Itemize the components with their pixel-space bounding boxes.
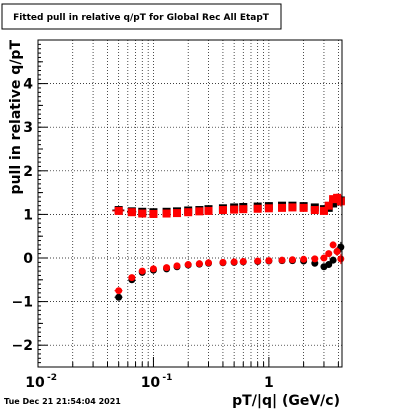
y-tick-label: 4 [23, 77, 33, 93]
data-point [278, 203, 287, 212]
data-point [138, 209, 147, 218]
data-point [173, 262, 181, 270]
title-box: Fitted pull in relative q/pT for Global … [1, 3, 282, 30]
series-red-square [112, 193, 345, 218]
plot-frame [37, 39, 343, 368]
data-point [254, 257, 262, 265]
data-point [299, 203, 308, 212]
data-point [325, 250, 333, 258]
data-point [205, 259, 213, 267]
data-point [320, 254, 328, 262]
data-point [324, 201, 333, 210]
data-point [311, 255, 319, 263]
data-point [265, 257, 273, 265]
data-point [149, 209, 158, 218]
data-point [336, 197, 345, 206]
series-red-circle [114, 241, 345, 295]
data-point [329, 256, 337, 264]
data-point [329, 241, 337, 249]
data-point [300, 255, 308, 263]
data-point [310, 206, 319, 215]
data-point [184, 261, 192, 269]
chart-title: Fitted pull in relative q/pT for Global … [13, 13, 270, 23]
grid-lines [37, 39, 342, 367]
y-tick-label: 0 [23, 251, 33, 267]
data-point [115, 293, 123, 301]
data-point [264, 204, 273, 213]
x-axis-label: pT/|q| (GeV/c) [232, 393, 340, 409]
data-point [163, 264, 171, 272]
x-tick-exponent: -2 [47, 373, 57, 383]
y-tick-label: 1 [23, 207, 33, 223]
data-point [184, 208, 193, 217]
y-tick-label: −2 [12, 338, 33, 354]
data-point [219, 258, 227, 266]
y-axis: −2 −1 0 1 2 3 4 [12, 39, 48, 368]
y-axis-label: pull in relative q/pT [8, 40, 24, 195]
data-point [239, 257, 247, 265]
data-point [288, 256, 296, 264]
data-point [173, 209, 182, 218]
data-point [239, 205, 248, 214]
title-frame [1, 3, 282, 30]
data-point [195, 207, 204, 216]
data-point [325, 261, 333, 269]
data-point [195, 260, 203, 268]
data-point [127, 208, 136, 217]
x-tick-exponent: -1 [162, 373, 172, 383]
data-point [329, 195, 338, 204]
data-series [112, 193, 345, 301]
y-tick-label: 2 [23, 164, 33, 180]
x-tick-label: 10 [25, 375, 45, 391]
data-point [218, 206, 227, 215]
timestamp: Tue Dec 21 21:54:04 2021 [4, 397, 121, 406]
data-point [128, 274, 136, 282]
data-point [204, 206, 213, 215]
x-tick-label: 1 [264, 375, 274, 391]
data-point [115, 287, 123, 295]
data-point [230, 258, 238, 266]
data-point [138, 267, 146, 275]
x-tick-label: 10 [141, 375, 161, 391]
data-point [114, 206, 123, 215]
y-tick-label: 3 [23, 120, 33, 136]
data-point [288, 203, 297, 212]
data-point [278, 256, 286, 264]
data-point [319, 206, 328, 215]
data-point [162, 209, 171, 218]
x-axis: 10 -2 10 -1 1 [25, 357, 339, 391]
data-point [230, 205, 239, 214]
data-point [337, 255, 345, 263]
y-tick-label: −1 [12, 295, 33, 311]
data-point [149, 265, 157, 273]
data-point [253, 204, 262, 213]
data-point [333, 247, 341, 255]
data-point [329, 199, 338, 208]
